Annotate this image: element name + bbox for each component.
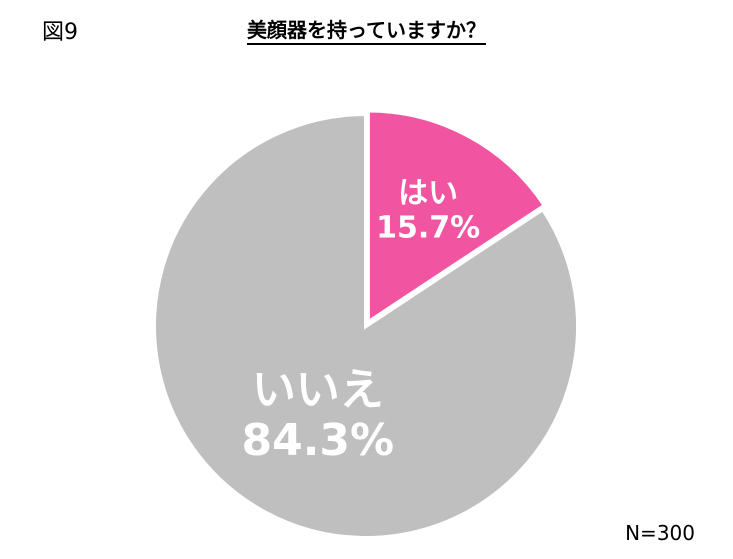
- sample-size-label: N=300: [625, 521, 695, 545]
- slice-label-0: はい: [398, 176, 458, 211]
- chart-title-text: 美顔器を持っていますか？: [247, 18, 486, 45]
- pie-slice-0: [365, 108, 548, 327]
- pie-slices: [152, 108, 580, 540]
- pie-slice-1: [152, 111, 580, 540]
- slice-label-1: いいえ: [252, 365, 384, 416]
- slice-value-0: 15.7%: [376, 210, 480, 245]
- chart-title: 美顔器を持っていますか？: [0, 14, 733, 45]
- slice-value-1: 84.3%: [241, 415, 394, 466]
- figure-label: 図9: [42, 20, 78, 45]
